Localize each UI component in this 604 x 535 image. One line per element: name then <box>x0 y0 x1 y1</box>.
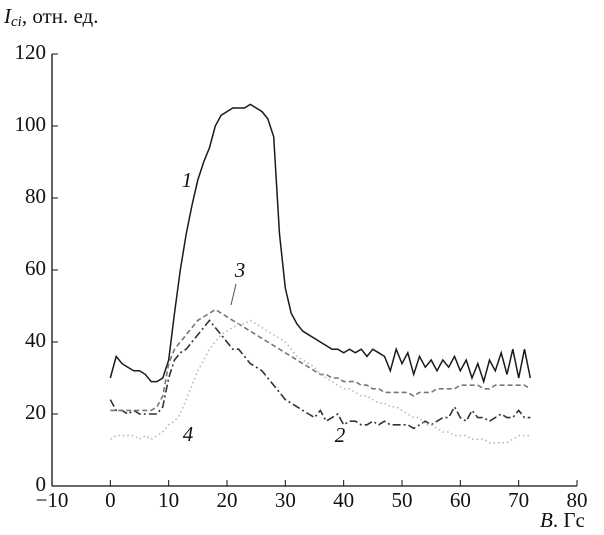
x-tick-label: 30 <box>275 488 296 512</box>
x-axis-symbol: B <box>540 508 553 532</box>
x-tick-label: −10 <box>36 488 69 512</box>
x-tick-label: 40 <box>333 488 354 512</box>
x-tick-label: 50 <box>392 488 413 512</box>
x-axis-label: B. Гс <box>540 508 585 532</box>
y-tick-label: 100 <box>15 112 47 136</box>
y-tick-label: 120 <box>15 40 47 64</box>
y-tick-label: 80 <box>25 184 46 208</box>
y-tick-label: 40 <box>25 328 46 352</box>
x-tick-label: 70 <box>508 488 529 512</box>
y-tick-label: 20 <box>25 400 46 424</box>
series-label: 4 <box>183 422 194 446</box>
y-axis-label: Ici, отн. ед. <box>3 4 98 31</box>
series-label: 3 <box>234 258 246 282</box>
y-axis-subscript: ci <box>11 14 22 30</box>
series-label: 2 <box>335 423 346 447</box>
x-tick-label: 20 <box>217 488 238 512</box>
y-tick-label: 60 <box>25 256 46 280</box>
y-tick-label: 0 <box>36 472 47 496</box>
series-line <box>110 308 531 412</box>
series-line <box>109 319 531 444</box>
series-label: 1 <box>182 168 193 192</box>
series-line <box>109 103 532 385</box>
x-axis-unit: . Гс <box>553 508 585 532</box>
x-tick-label: 0 <box>105 488 116 512</box>
label-leader <box>230 283 237 306</box>
x-tick-label: 10 <box>158 488 179 512</box>
y-axis-symbol: I <box>3 4 12 28</box>
y-axis-unit: , отн. ед. <box>22 4 99 28</box>
series-line <box>109 319 531 430</box>
x-tick-label: 80 <box>567 488 588 512</box>
x-tick-label: 60 <box>450 488 471 512</box>
